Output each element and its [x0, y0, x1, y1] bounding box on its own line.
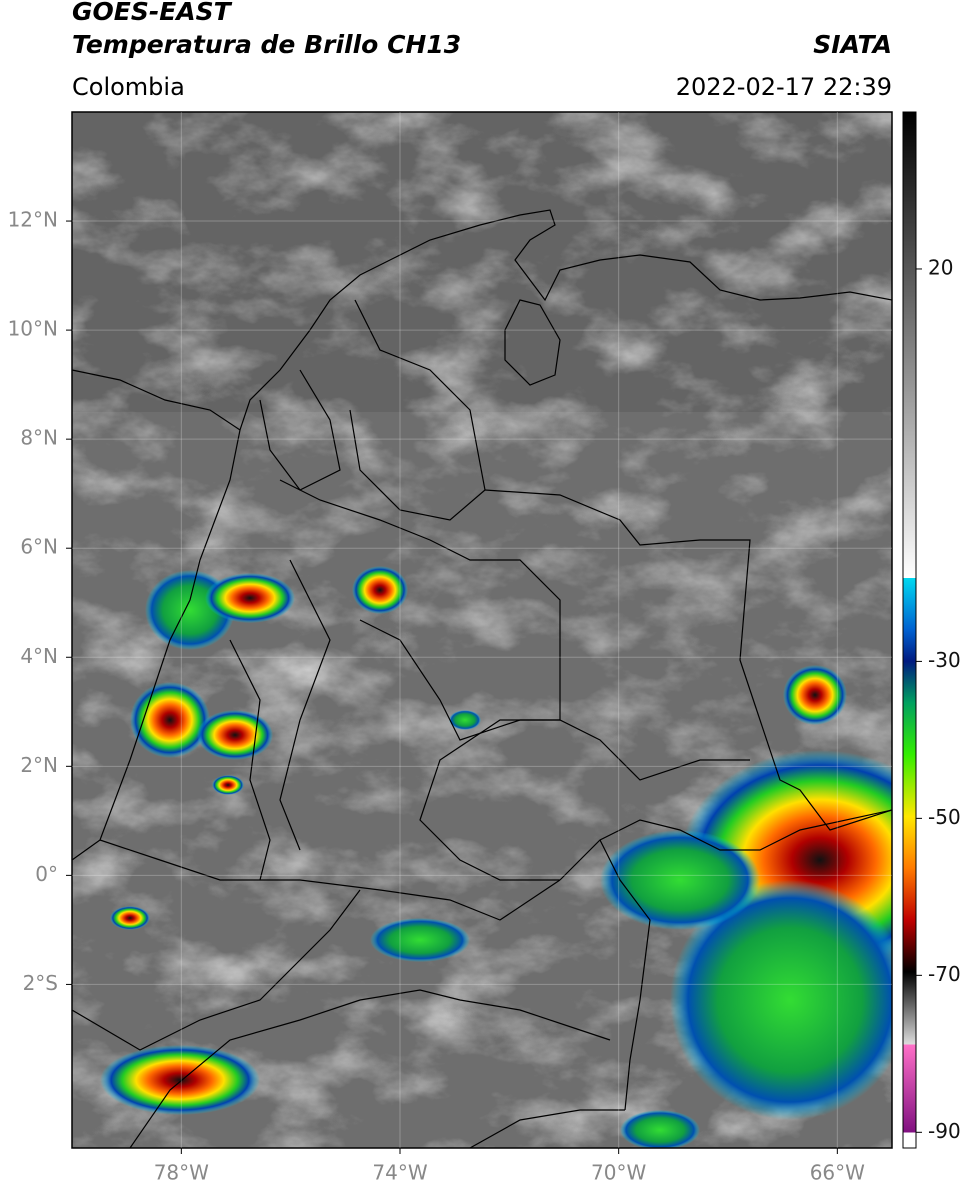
colorbar — [902, 111, 917, 1149]
map-frame — [71, 111, 893, 1149]
region: Colombia — [72, 73, 185, 101]
subtitle: Temperatura de Brillo CH13 — [72, 30, 461, 59]
x-tick-label: 70°W — [591, 1161, 646, 1185]
x-tick-label: 78°W — [154, 1161, 209, 1185]
colorbar-tick-label: -50 — [928, 805, 961, 829]
y-tick-label: 6°N — [20, 535, 58, 559]
y-tick-label: 4°N — [20, 644, 58, 668]
y-tick-label: 2°N — [20, 753, 58, 777]
colorbar-tick-label: 20 — [928, 255, 953, 279]
colorbar-tick-label: -30 — [928, 648, 961, 672]
y-tick-label: 2°S — [23, 971, 58, 995]
x-tick-label: 66°W — [810, 1161, 865, 1185]
y-tick-label: 10°N — [8, 317, 58, 341]
source: SIATA — [813, 30, 892, 59]
satellite-image — [72, 112, 892, 1148]
colorbar-tick-label: -90 — [928, 1119, 961, 1143]
x-tick-label: 74°W — [372, 1161, 427, 1185]
datetime: 2022-02-17 22:39 — [676, 73, 892, 101]
y-tick-label: 12°N — [8, 208, 58, 232]
y-tick-label: 0° — [35, 862, 58, 886]
title: GOES-EAST — [72, 0, 233, 26]
colorbar-tick-label: -70 — [928, 962, 961, 986]
y-tick-label: 8°N — [20, 426, 58, 450]
